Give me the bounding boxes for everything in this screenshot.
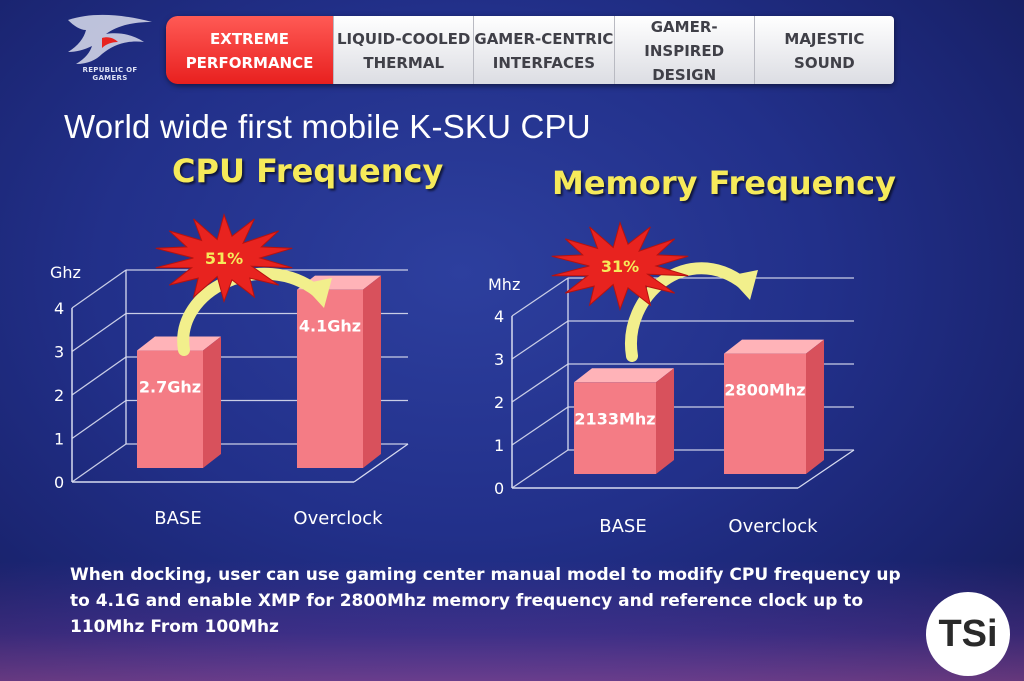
y-tick-label: 1 [494,436,504,455]
category-label: Overclock [728,516,818,537]
feature-tabs: EXTREME PERFORMANCE LIQUID-COOLED THERMA… [166,16,894,84]
floor-edge [797,449,855,489]
rog-logo [68,14,152,65]
gridline-depth [71,399,127,440]
gridline-depth [71,312,127,353]
y-tick-label: 3 [54,343,64,362]
increase-arrow [625,262,750,362]
bar-data-label: 4.1Ghz [299,317,361,336]
bar-top [574,368,674,383]
cpu-chart-title: CPU Frequency [172,152,444,190]
memory-frequency-chart: 0 1 2 3 4 Mhz 2133Mhz BASE 2800Mhz Overclock 31% [488,220,855,537]
gridline-depth [71,356,127,396]
gridline-depth [511,449,569,489]
bar [724,353,806,474]
bar-data-label: 2.7Ghz [139,378,201,397]
bar-side [203,336,221,468]
gridline-depth [71,443,127,483]
category-label: BASE [599,516,646,537]
bar-data-label: 2800Mhz [724,381,805,400]
bar-top [724,339,824,354]
starburst [155,212,293,304]
page-headline: World wide first mobile K-SKU CPU [64,108,591,145]
bar-side [363,275,381,468]
bar [137,350,203,468]
tab-extreme-performance[interactable]: EXTREME PERFORMANCE [166,16,335,84]
tab-liquid-cooled-thermal[interactable]: LIQUID-COOLED THERMAL [334,16,475,84]
bar-side [656,368,674,474]
logo-text: REPUBLIC OF GAMERS [82,66,138,82]
y-tick-label: 3 [494,350,504,369]
bar [574,382,656,474]
memory-chart-title: Memory Frequency [552,164,896,202]
category-label: Overclock [293,508,383,529]
y-tick-label: 0 [54,473,64,492]
tab-gamer-inspired-design[interactable]: GAMER-INSPIRED DESIGN [615,16,755,84]
starburst [551,220,689,312]
bar-side [806,339,824,474]
gridline-depth [71,269,127,309]
category-label: BASE [154,508,201,529]
y-tick-label: 2 [494,393,504,412]
y-tick-label: 2 [54,386,64,405]
bar [297,289,363,468]
y-axis-unit: Mhz [488,275,520,294]
gridline-depth [511,277,569,317]
tab-gamer-centric-interfaces[interactable]: GAMER-CENTRIC INTERFACES [474,16,615,84]
y-axis-unit: Ghz [50,263,81,282]
description-text: When docking, user can use gaming center… [70,565,901,637]
increase-percent-label: 31% [601,257,639,276]
y-tick-label: 0 [494,479,504,498]
increase-percent-label: 51% [205,249,243,268]
tsi-badge: TSi [926,592,1010,676]
gridline-depth [511,320,569,360]
arrow-head [728,270,758,300]
bar-data-label: 2133Mhz [574,409,655,428]
tab-majestic-sound[interactable]: MAJESTIC SOUND [784,30,865,72]
y-tick-label: 4 [54,299,64,318]
y-tick-label: 4 [494,307,504,326]
cpu-frequency-chart: 0 1 2 3 4 Ghz 2.7Ghz BASE 4.1Ghz Overclock 51% [50,212,409,529]
arrow-head [302,278,332,308]
floor-edge [353,443,409,483]
gridline-depth [511,406,569,446]
gridline-depth [511,363,569,403]
y-tick-label: 1 [54,430,64,449]
